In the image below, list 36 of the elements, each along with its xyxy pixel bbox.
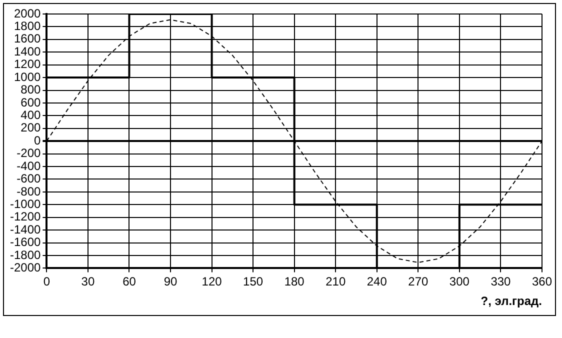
x-tick-label: 150 <box>243 274 264 289</box>
y-tick-label: -1800 <box>10 248 42 262</box>
y-tick-label: -1600 <box>10 235 42 250</box>
y-tick-label: -200 <box>16 146 42 160</box>
y-tick-label: -1400 <box>10 222 42 236</box>
y-tick-label: 1800 <box>14 19 42 34</box>
y-tick-label: -1000 <box>10 196 42 211</box>
y-tick-label: 400 <box>20 108 42 122</box>
y-tick-label: 200 <box>20 120 42 135</box>
x-tick-label: 120 <box>202 274 222 289</box>
y-tick-label: 2000 <box>14 6 42 20</box>
y-tick-label: 1200 <box>14 57 42 72</box>
x-tick-label: 210 <box>326 274 346 289</box>
y-tick-label: -600 <box>16 172 42 186</box>
x-tick-label: 270 <box>408 274 428 289</box>
x-tick-label: 0 <box>43 274 50 289</box>
y-tick-label: 0 <box>34 133 42 148</box>
x-tick-label: 180 <box>284 274 305 289</box>
x-tick-label: 330 <box>490 274 512 289</box>
y-tick-label: 800 <box>20 82 42 97</box>
y-tick-label: 1400 <box>14 44 42 58</box>
x-tick-label: 300 <box>449 274 470 289</box>
chart-frame: ?, эл.град. 0 30 60 90 120 150 180 210 240 270 300 330 360 -2000 -1800 -1600 -1400 -1200 -1000 -800 -600 -400 -200 0 200 400 600 800 1000 1200 1400 1600 1800 2000 <box>3 3 556 316</box>
x-tick-label: 30 <box>81 274 95 289</box>
y-tick-label: -400 <box>16 158 42 173</box>
y-tick-label: -2000 <box>10 260 42 275</box>
y-tick-label: 1000 <box>14 70 42 84</box>
x-tick-label: 90 <box>164 274 178 289</box>
x-axis-title: ?, эл.град. <box>480 294 542 308</box>
y-tick-label: 600 <box>20 95 42 110</box>
y-tick-label: -800 <box>16 184 42 198</box>
x-tick-label: 360 <box>532 274 552 289</box>
x-tick-label: 240 <box>366 274 388 289</box>
x-tick-label: 60 <box>122 274 136 289</box>
y-tick-label: 1600 <box>14 32 42 46</box>
y-tick-label: -1200 <box>10 210 42 224</box>
